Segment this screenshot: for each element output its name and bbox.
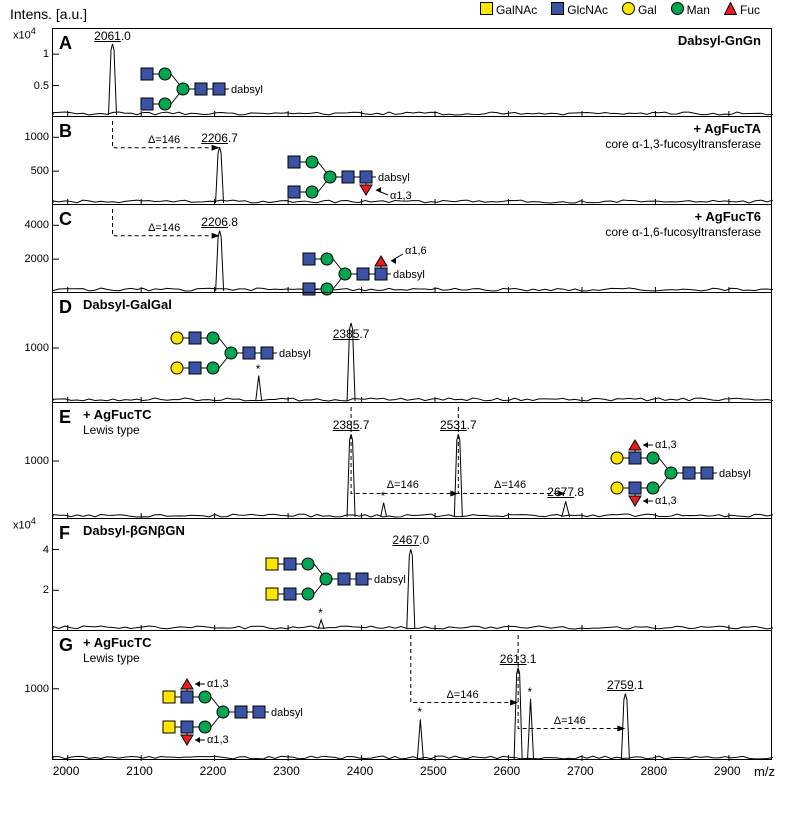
x-tick-label: 2000 [53, 764, 80, 778]
glycan-cartoon: α1,3α1,3dabsyl [611, 444, 800, 519]
svg-text:dabsyl: dabsyl [231, 84, 263, 96]
figure-root: Intens. [a.u.] GalNAc GlcNAc Gal Man Fuc A Da… [0, 0, 800, 825]
glycan-cartoon: dabsyl [171, 324, 371, 399]
panel-letter: D [59, 297, 72, 318]
delta-label: Δ=146 [554, 715, 586, 727]
y-tick-label: 0.5 [13, 80, 49, 92]
panels-container: ADabsyl-GnGnx1040.512061.0dabsylB+ AgFuc… [52, 28, 772, 760]
peak-label: 2206.8 [201, 215, 238, 229]
delta-label: Δ=146 [446, 689, 478, 701]
legend-text: Gal [638, 3, 657, 17]
delta-label: Δ=146 [387, 479, 419, 491]
legend-item-man: Man [671, 2, 710, 18]
legend: GalNAc GlcNAc Gal Man Fuc [480, 2, 760, 18]
x-tick-label: 2200 [200, 764, 227, 778]
panel-letter: A [59, 33, 72, 54]
y-axis-label: Intens. [a.u.] [10, 6, 87, 22]
x-tick-label: 2100 [126, 764, 153, 778]
panel-letter: G [59, 635, 73, 656]
svg-text:α1,3: α1,3 [655, 495, 677, 507]
panel-D: DDabsyl-GalGal10002385.7*dabsyl [52, 292, 772, 402]
peak-label: 2385.7 [333, 418, 370, 432]
panel-letter: E [59, 407, 71, 428]
svg-text:α1,6: α1,6 [405, 245, 427, 257]
peak-label: 2467.0 [392, 533, 429, 547]
y-tick-label: 4 [13, 544, 49, 556]
asterisk-annotation: * [417, 705, 422, 719]
x-tick-label: 2700 [567, 764, 594, 778]
panel-G: G+ AgFucTCLewis type10002613.12759.1**Δ=… [52, 630, 772, 760]
panel-title: + AgFucTCLewis type [83, 635, 152, 665]
legend-icon [551, 2, 564, 18]
panel-title: + AgFucTAcore α-1,3-fucosyltransferase [605, 121, 761, 151]
svg-text:α1,3: α1,3 [207, 678, 229, 690]
peak-label: 2677.8 [547, 485, 584, 499]
x-tick-label: 2800 [640, 764, 667, 778]
panel-F: FDabsyl-βGNβGNx104242467.0*dabsyl [52, 518, 772, 630]
panel-title: + AgFucT6core α-1,6-fucosyltransferase [605, 209, 761, 239]
x-tick-label: 2300 [273, 764, 300, 778]
peak-label: 2759.1 [607, 678, 644, 692]
panel-title: Dabsyl-GalGal [83, 297, 172, 312]
peak-label: 2613.1 [500, 652, 537, 666]
panel-E: E+ AgFucTCLewis type10002385.72531.72677… [52, 402, 772, 518]
x-tick-label: 2400 [347, 764, 374, 778]
svg-text:dabsyl: dabsyl [719, 468, 751, 480]
legend-text: Man [687, 3, 710, 17]
asterisk-annotation: * [528, 685, 533, 699]
legend-item-galnac: GalNAc [480, 2, 537, 18]
legend-item-glcnac: GlcNAc [551, 2, 608, 18]
y-tick-label: 1000 [13, 455, 49, 467]
svg-text:α1,3: α1,3 [390, 190, 412, 202]
glycan-cartoon: dabsyl [266, 550, 466, 625]
y-tick-label: 1 [13, 48, 49, 60]
y-tick-label: 4000 [13, 219, 49, 231]
legend-text: GlcNAc [567, 3, 608, 17]
delta-label: Δ=146 [148, 222, 180, 234]
x-tick-label: 2600 [494, 764, 521, 778]
y-tick-label: 2 [13, 584, 49, 596]
legend-item-gal: Gal [622, 2, 657, 18]
panel-title: Dabsyl-GnGn [678, 33, 761, 48]
peak-label: 2531.7 [440, 418, 477, 432]
panel-A: ADabsyl-GnGnx1040.512061.0dabsyl [52, 28, 772, 116]
x-tick-label: 2500 [420, 764, 447, 778]
panel-C: C + AgFucT6core α-1,6-fucosyltransferase 2… [52, 204, 772, 292]
legend-icon [671, 2, 684, 18]
y-tick-label: 1000 [13, 131, 49, 143]
y-tick-label: 2000 [13, 253, 49, 265]
svg-text:dabsyl: dabsyl [378, 172, 410, 184]
glycan-cartoon: α1,3α1,3dabsyl [163, 683, 363, 758]
x-tick-label: 2900 [714, 764, 741, 778]
legend-item-fuc: Fuc [724, 2, 760, 18]
y-tick-label: 500 [13, 165, 49, 177]
svg-text:dabsyl: dabsyl [279, 348, 311, 360]
x-axis-label: m/z [754, 764, 775, 779]
panel-title: + AgFucTCLewis type [83, 407, 152, 437]
svg-text:dabsyl: dabsyl [271, 707, 303, 719]
svg-text:dabsyl: dabsyl [393, 269, 425, 281]
panel-B: B+ AgFucTAcore α-1,3-fucosyltransferase5… [52, 116, 772, 204]
legend-text: Fuc [740, 3, 760, 17]
legend-icon [724, 2, 737, 18]
legend-icon [622, 2, 635, 18]
svg-text:dabsyl: dabsyl [374, 574, 406, 586]
legend-text: GalNAc [496, 3, 537, 17]
svg-text:α1,3: α1,3 [655, 439, 677, 451]
y-tick-label: 1000 [13, 683, 49, 695]
delta-label: Δ=146 [148, 134, 180, 146]
peak-label: 2061.0 [94, 29, 131, 43]
panel-letter: C [59, 209, 72, 230]
y-tick-label: 1000 [13, 342, 49, 354]
svg-text:α1,3: α1,3 [207, 734, 229, 746]
asterisk-annotation: * [381, 489, 386, 503]
panel-title: Dabsyl-βGNβGN [83, 523, 185, 538]
peak-label: 2206.7 [201, 131, 238, 145]
legend-icon [480, 2, 493, 18]
delta-label: Δ=146 [494, 479, 526, 491]
panel-letter: B [59, 121, 72, 142]
panel-letter: F [59, 523, 70, 544]
